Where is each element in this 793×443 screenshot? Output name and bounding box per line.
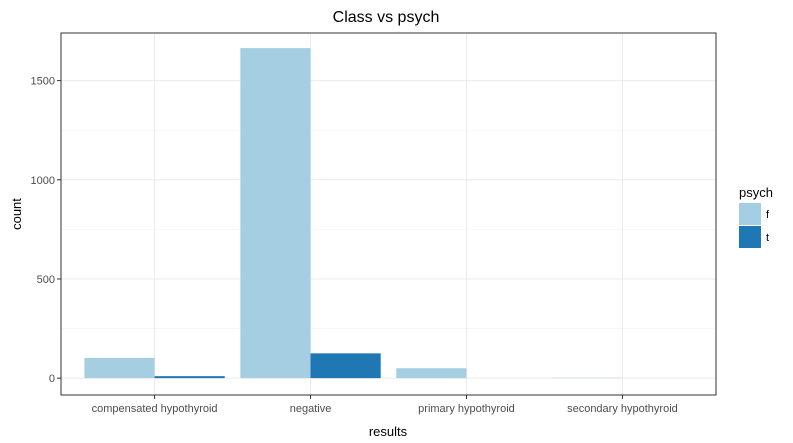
bar	[240, 48, 311, 379]
y-tick-label: 1000	[31, 175, 55, 187]
y-axis-title: count	[9, 198, 24, 230]
x-axis: compensated hypothyroid negative primary h…	[92, 395, 678, 415]
legend-key	[739, 203, 761, 225]
x-tick-label: compensated hypothyroid	[92, 403, 218, 415]
y-tick-label: 1500	[31, 76, 55, 88]
legend: psych ft	[739, 185, 773, 248]
x-axis-title: results	[369, 424, 408, 439]
legend-title: psych	[739, 185, 773, 200]
y-tick-label: 500	[37, 274, 55, 286]
x-tick-label: negative	[290, 403, 332, 415]
plot-panel	[61, 33, 716, 395]
grid-lines	[61, 33, 716, 395]
bar	[310, 353, 381, 379]
x-tick-label: primary hypothyroid	[418, 403, 515, 415]
legend-label: f	[766, 209, 770, 221]
x-tick-label: secondary hypothyroid	[567, 403, 678, 415]
legend-key	[739, 226, 761, 248]
plot-border	[60, 32, 717, 396]
legend-label: t	[766, 232, 769, 244]
bar	[84, 357, 155, 379]
bar	[154, 376, 225, 379]
y-tick-label: 0	[49, 373, 55, 385]
chart-title: Class vs psych	[333, 9, 440, 26]
y-axis: 0 500 1000 1500	[31, 76, 61, 385]
bar	[396, 368, 467, 379]
bars	[84, 48, 623, 379]
